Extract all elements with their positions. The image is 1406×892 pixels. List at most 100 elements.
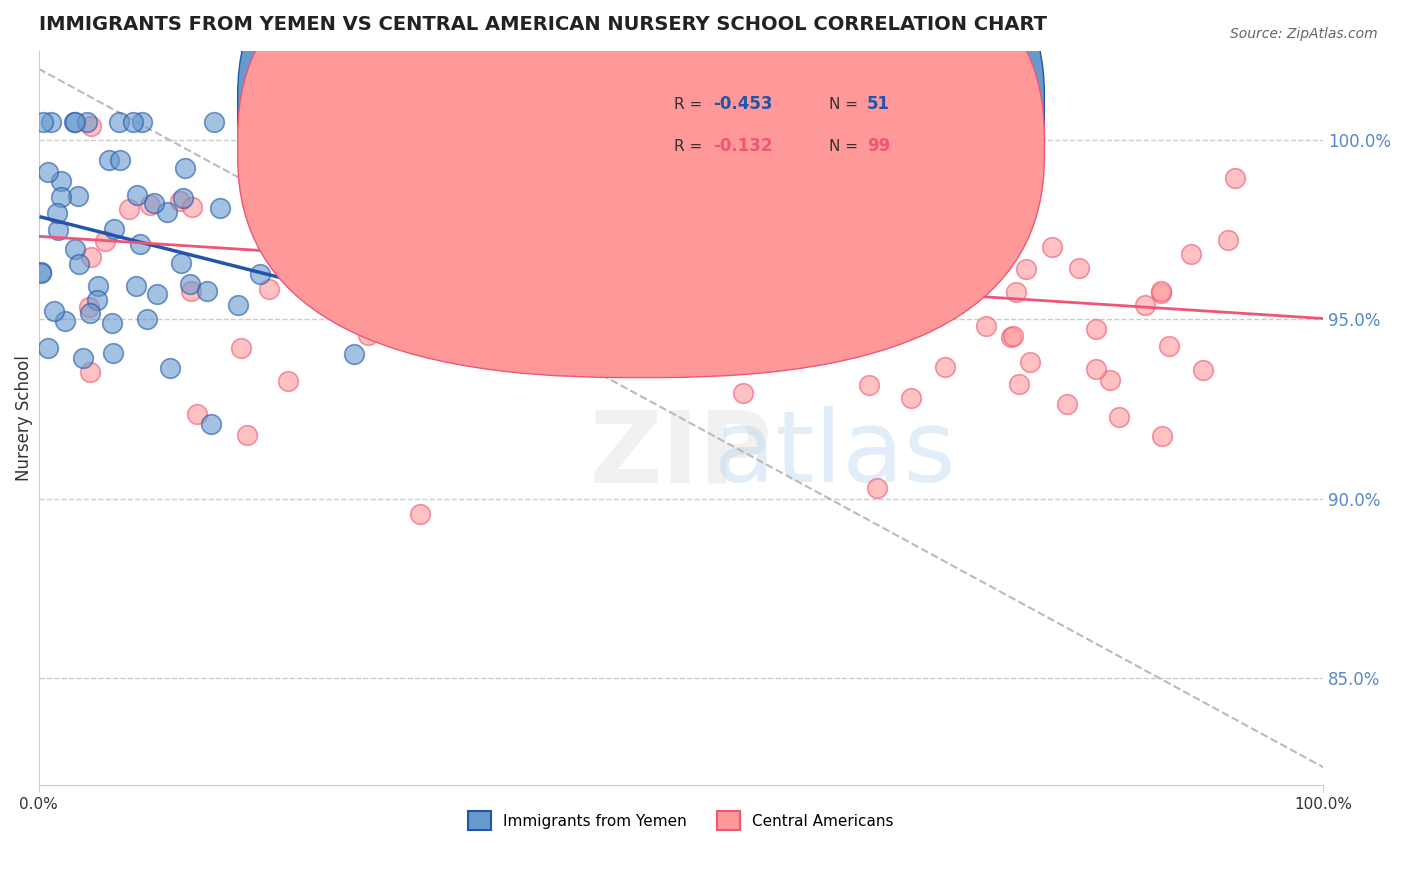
Point — [770, 196, 793, 211]
Point — [236, 427, 259, 442]
Point — [783, 278, 806, 293]
Point — [63, 115, 86, 129]
Text: N =: N = — [828, 97, 862, 112]
Point — [1180, 247, 1202, 261]
Point — [139, 198, 162, 212]
Point — [37, 341, 59, 355]
Point — [399, 230, 422, 244]
Point — [72, 351, 94, 365]
FancyBboxPatch shape — [238, 0, 1045, 377]
Point — [169, 194, 191, 209]
Point — [636, 291, 658, 305]
Point — [905, 270, 928, 285]
Text: atlas: atlas — [714, 406, 956, 503]
Point — [142, 195, 165, 210]
Point — [1135, 298, 1157, 312]
Text: Source: ZipAtlas.com: Source: ZipAtlas.com — [1230, 27, 1378, 41]
Point — [658, 218, 681, 232]
Point — [65, 242, 87, 256]
Point — [1085, 322, 1108, 336]
Point — [1150, 429, 1173, 443]
Point — [1159, 338, 1181, 352]
Point — [172, 192, 194, 206]
Text: IMMIGRANTS FROM YEMEN VS CENTRAL AMERICAN NURSERY SCHOOL CORRELATION CHART: IMMIGRANTS FROM YEMEN VS CENTRAL AMERICA… — [38, 15, 1046, 34]
Point — [179, 277, 201, 291]
Point — [273, 253, 295, 268]
Point — [357, 328, 380, 343]
Point — [844, 253, 866, 268]
Point — [37, 165, 59, 179]
Point — [79, 301, 101, 315]
Point — [101, 316, 124, 330]
Point — [679, 263, 702, 277]
Point — [609, 317, 631, 331]
Point — [80, 119, 103, 133]
Point — [733, 386, 755, 401]
Point — [465, 293, 488, 307]
Point — [921, 294, 943, 309]
Point — [79, 306, 101, 320]
Point — [776, 211, 799, 226]
Point — [46, 223, 69, 237]
Point — [824, 250, 846, 264]
Point — [934, 359, 956, 374]
Point — [818, 344, 841, 359]
Point — [87, 278, 110, 293]
Point — [794, 237, 817, 252]
Point — [80, 250, 103, 264]
Point — [546, 215, 568, 229]
Point — [662, 299, 685, 313]
Point — [998, 236, 1021, 251]
Text: R =: R = — [675, 139, 707, 153]
Y-axis label: Nursery School: Nursery School — [15, 355, 32, 481]
Text: -0.453: -0.453 — [713, 95, 772, 113]
Point — [53, 314, 76, 328]
Point — [1005, 285, 1028, 300]
Point — [1191, 363, 1213, 377]
Point — [1223, 171, 1246, 186]
Point — [180, 200, 202, 214]
Legend: Immigrants from Yemen, Central Americans: Immigrants from Yemen, Central Americans — [461, 805, 900, 836]
Point — [156, 204, 179, 219]
Point — [128, 236, 150, 251]
Point — [108, 153, 131, 167]
Point — [79, 366, 101, 380]
Point — [450, 295, 472, 310]
Point — [509, 265, 531, 279]
Point — [1056, 397, 1078, 411]
Point — [1014, 262, 1036, 277]
Point — [858, 377, 880, 392]
Point — [208, 201, 231, 215]
Point — [811, 244, 834, 258]
Point — [101, 346, 124, 360]
Text: 99: 99 — [868, 137, 890, 155]
Point — [169, 256, 191, 270]
Point — [122, 115, 145, 129]
Point — [118, 202, 141, 216]
Point — [567, 168, 589, 182]
Point — [186, 408, 208, 422]
Point — [67, 189, 90, 203]
Point — [389, 101, 412, 115]
Point — [174, 161, 197, 175]
Point — [159, 361, 181, 376]
Point — [333, 136, 356, 151]
Point — [277, 374, 299, 388]
Point — [135, 312, 157, 326]
Point — [127, 187, 149, 202]
Point — [375, 120, 398, 135]
Text: -0.132: -0.132 — [713, 137, 772, 155]
Point — [423, 140, 446, 154]
Point — [409, 508, 432, 522]
Point — [1084, 361, 1107, 376]
Point — [103, 221, 125, 235]
Point — [195, 284, 218, 298]
Point — [370, 97, 392, 112]
Point — [866, 481, 889, 495]
Point — [146, 287, 169, 301]
Point — [974, 319, 997, 334]
Text: ZIP: ZIP — [589, 406, 772, 503]
Point — [695, 243, 717, 257]
Point — [98, 153, 121, 167]
Point — [125, 279, 148, 293]
